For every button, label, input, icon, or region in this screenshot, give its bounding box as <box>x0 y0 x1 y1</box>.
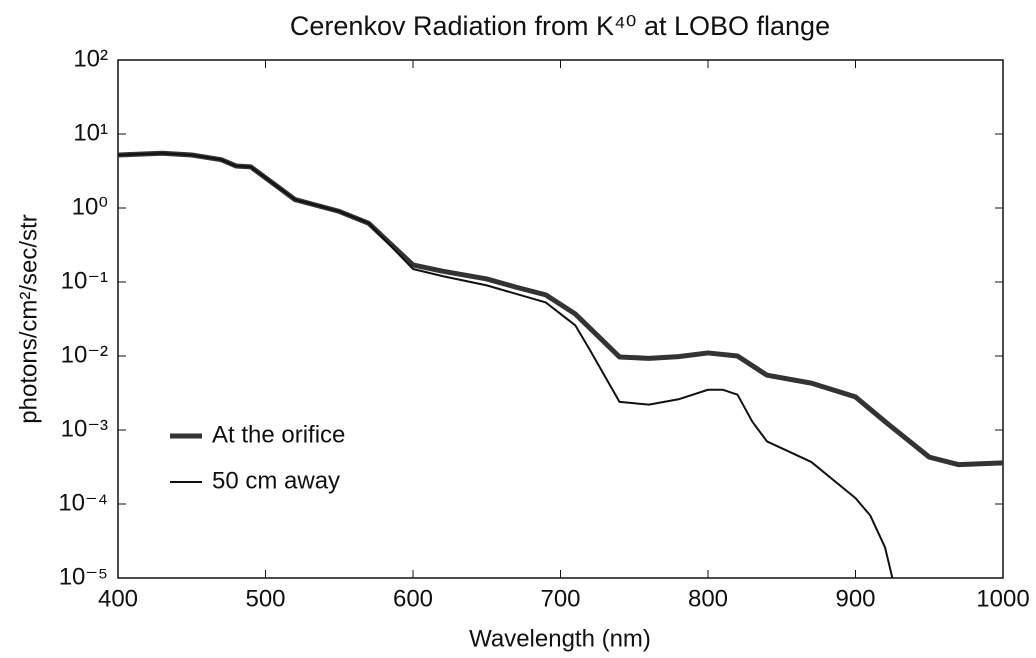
y-tick-label: 10⁻⁴ <box>58 489 108 516</box>
x-tick-label: 900 <box>835 585 875 612</box>
series-line <box>117 150 1004 468</box>
legend-label: 50 cm away <box>212 467 340 494</box>
x-axis-label: Wavelength (nm) <box>469 625 651 652</box>
series-line <box>117 152 894 579</box>
y-tick-label: 10⁻⁵ <box>59 563 108 590</box>
x-tick-label: 800 <box>688 585 728 612</box>
x-tick-label: 700 <box>540 585 580 612</box>
x-tick-label: 500 <box>245 585 285 612</box>
y-tick-label: 10⁻¹ <box>61 267 108 294</box>
y-axis-label: photons/cm²/sec/str <box>15 214 42 423</box>
y-tick-label: 10² <box>73 45 108 72</box>
y-tick-label: 10⁰ <box>72 193 108 220</box>
x-tick-label: 400 <box>98 585 138 612</box>
legend-label: At the orifice <box>212 421 345 448</box>
chart-title: Cerenkov Radiation from K⁴⁰ at LOBO flan… <box>290 11 830 41</box>
y-tick-label: 10¹ <box>73 119 108 146</box>
y-tick-label: 10⁻² <box>61 341 108 368</box>
x-tick-label: 600 <box>393 585 433 612</box>
plot-frame <box>117 59 1004 579</box>
y-tick-label: 10⁻³ <box>61 415 108 442</box>
x-tick-label: 1000 <box>976 585 1029 612</box>
